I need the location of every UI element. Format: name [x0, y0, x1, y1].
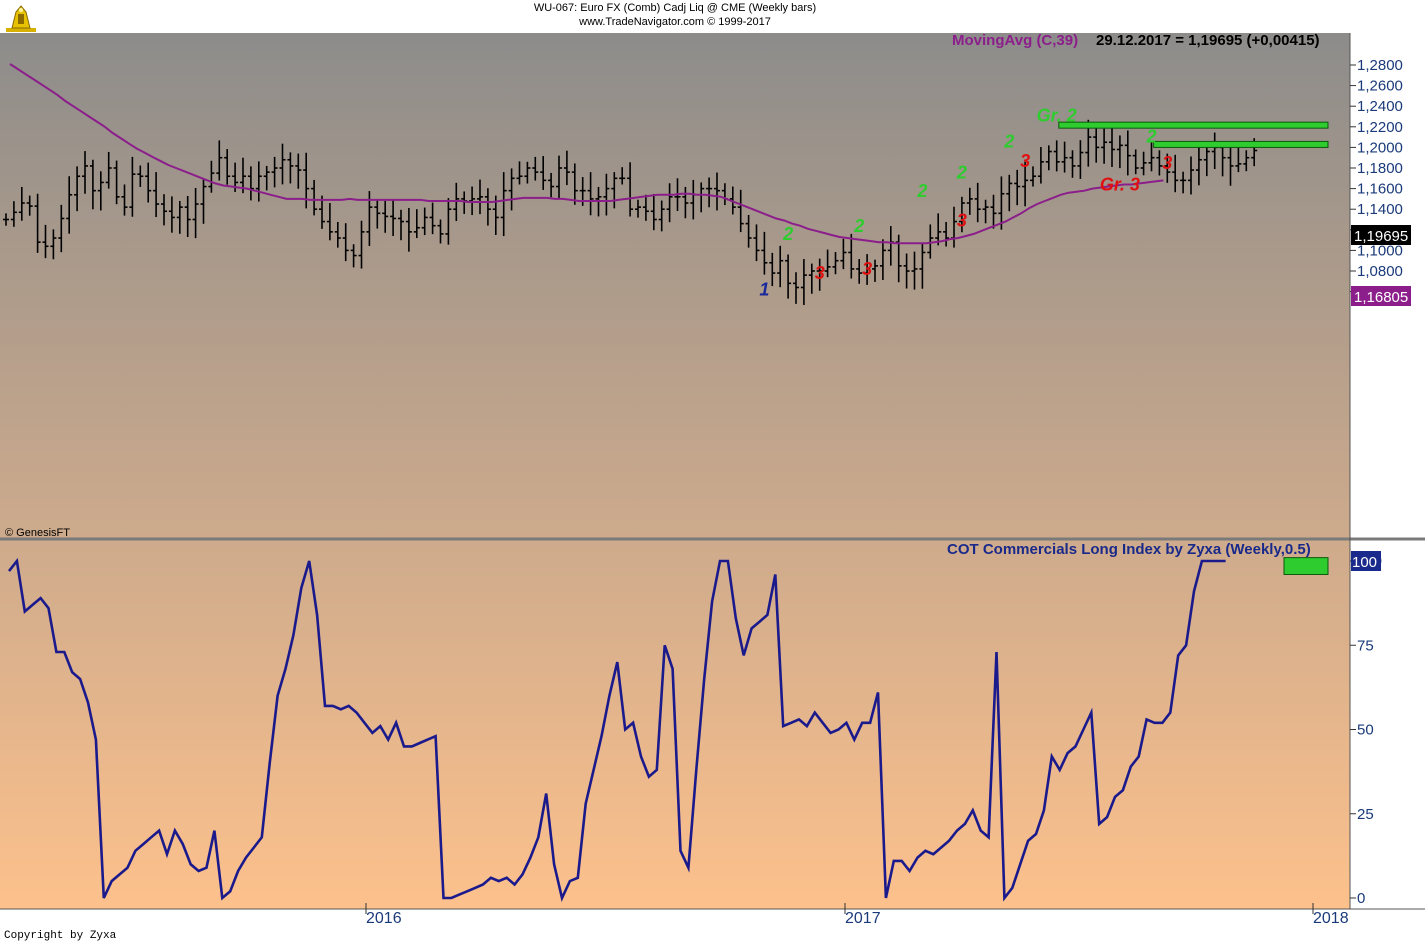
price-tick-label: 1,1600	[1357, 181, 1403, 198]
wave-count-label: Gr. 2	[1037, 106, 1077, 126]
wave-count-label: 2	[782, 224, 793, 244]
cot-zone-box	[1283, 557, 1329, 575]
wave-count-label: 2	[1003, 131, 1014, 151]
price-tick-label: 1,1000	[1357, 242, 1403, 259]
price-tick-label: 1,0800	[1357, 263, 1403, 280]
cot-index-line	[7, 557, 1226, 902]
wave-count-label: 3	[862, 259, 872, 279]
price-scale-area	[1350, 33, 1425, 909]
target-zone-box	[1153, 140, 1329, 148]
price-tick-label: 1,2400	[1357, 98, 1403, 115]
wave-count-label: 2	[956, 162, 967, 182]
last-price-badge	[1351, 225, 1411, 245]
wave-count-label: 1	[759, 280, 769, 300]
year-label: 2018	[1313, 910, 1349, 927]
price-tick-label: 1,2800	[1357, 57, 1403, 74]
wave-count-label: 3	[1020, 151, 1030, 171]
cot-tick-label: 50	[1357, 722, 1374, 739]
cot-panel-title: COT Commercials Long Index by Zyxa (Week…	[947, 541, 1311, 558]
price-tick-label: 1,1800	[1357, 160, 1403, 177]
plot-background	[0, 33, 1350, 909]
wave-count-label: 2	[916, 181, 927, 201]
ma-value-badge	[1351, 286, 1411, 306]
copyright-text: Copyright by Zyxa	[4, 930, 117, 942]
indicator-readout: 29.12.2017 = 1,19695 (+0,00415)	[1096, 32, 1320, 49]
moving-average-line	[9, 63, 1164, 245]
cot-tick-label: 75	[1357, 637, 1374, 654]
year-label: 2017	[845, 910, 881, 927]
wave-count-label: 3	[815, 263, 825, 283]
year-label: 2016	[366, 910, 402, 927]
cot-last-value: 100	[1352, 554, 1377, 571]
indicator-label: MovingAvg (C,39)	[952, 32, 1078, 49]
wave-count-label: 3	[957, 211, 967, 231]
cot-tick-label: 0	[1357, 890, 1365, 907]
cot-tick-label: 25	[1357, 806, 1374, 823]
price-tick-label: 1,2600	[1357, 78, 1403, 95]
data-credit: © GenesisFT	[5, 527, 70, 539]
wave-count-label: Gr. 3	[1100, 175, 1140, 195]
cot-value-badge	[1351, 551, 1381, 571]
trade-navigator-logo	[4, 4, 38, 34]
target-zone-box	[1058, 121, 1329, 129]
wave-count-label: 3	[1162, 153, 1172, 173]
price-tick-label: 1,2200	[1357, 119, 1403, 136]
price-tick-label: 1,2000	[1357, 139, 1403, 156]
ma-value: 1,16805	[1354, 289, 1408, 306]
chart-title: WU-067: Euro FX (Comb) Cadj Liq @ CME (W…	[533, 2, 817, 14]
last-price-value: 1,19695	[1354, 228, 1408, 245]
wave-count-label: 2	[1145, 126, 1156, 146]
price-tick-label: 1,1400	[1357, 201, 1403, 218]
chart-subtitle: www.TradeNavigator.com © 1999-2017	[579, 16, 771, 28]
wave-count-label: 2	[853, 216, 864, 236]
